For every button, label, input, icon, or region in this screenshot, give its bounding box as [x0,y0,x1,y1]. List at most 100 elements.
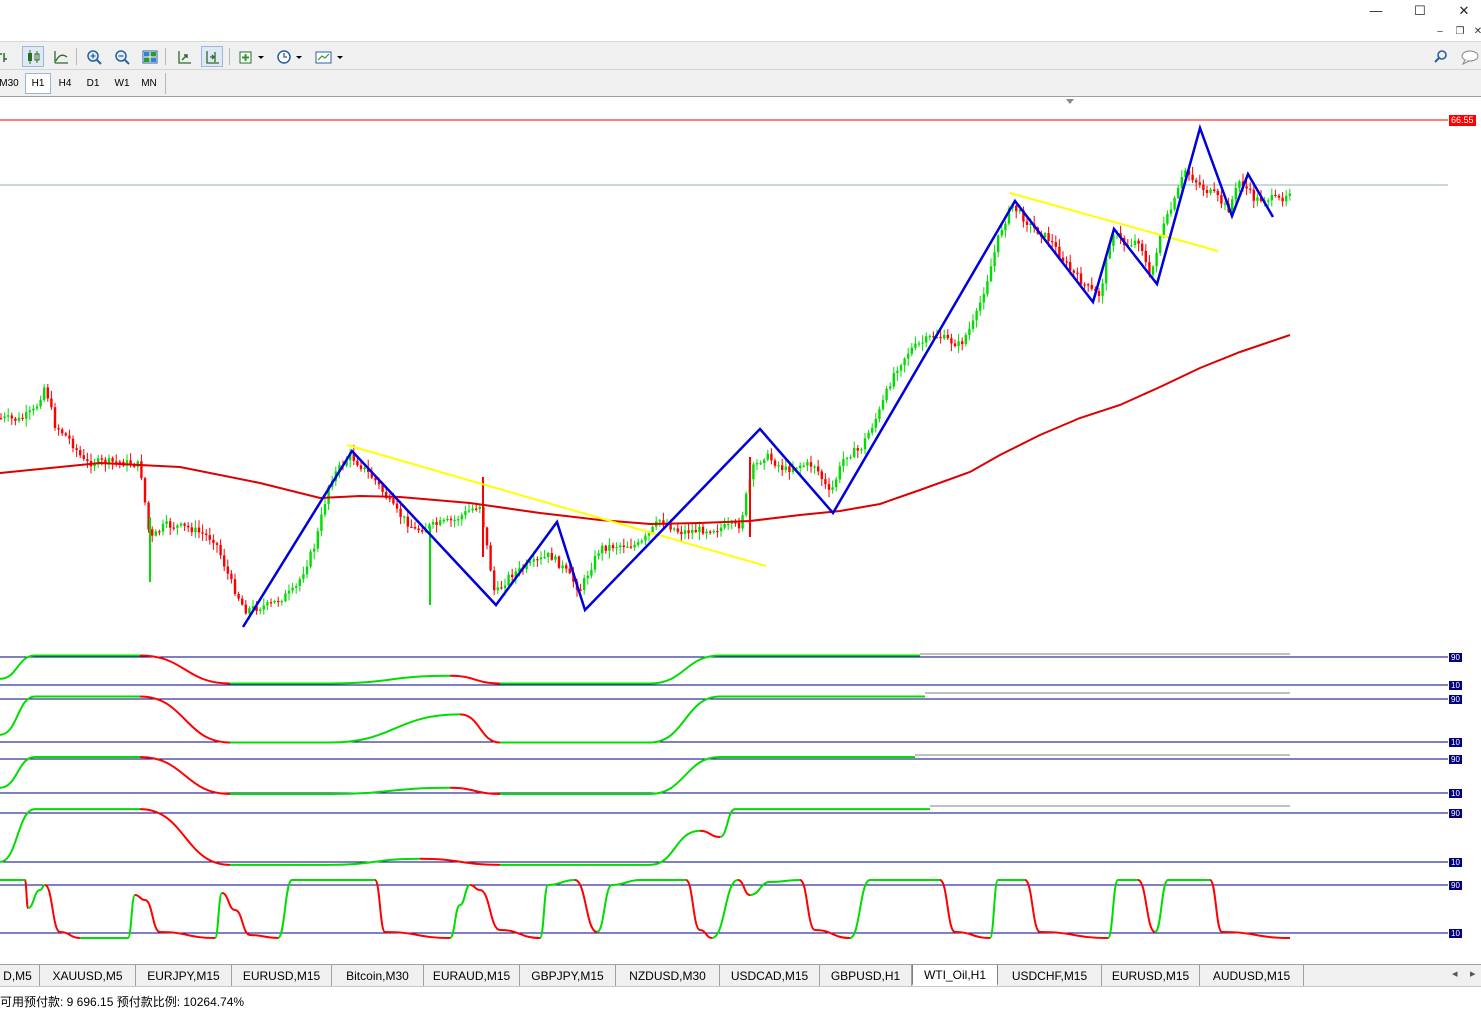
candle-body [727,523,730,525]
candle-body [950,338,953,344]
candle-body [1245,186,1248,189]
auto-scroll-button[interactable] [173,46,195,67]
oscillator-line [419,857,501,866]
close-button[interactable]: ✕ [1458,2,1470,18]
candle-body [554,556,557,560]
zoom-out-button[interactable] [111,46,133,67]
chart-tab[interactable]: NZDUSD,M30 [616,965,720,986]
candle-body [1195,180,1198,183]
chart-tab[interactable]: EURUSD,M15 [232,965,332,986]
candle-body [161,523,165,532]
timeframe-mn[interactable]: MN [141,78,157,89]
menu-bar: – ❐ ✕ [0,21,1481,42]
candle-body [32,408,35,411]
chart-tab[interactable]: GBPJPY,M15 [520,965,616,986]
search-button[interactable] [1430,46,1452,67]
tab-scroll-left-button[interactable]: ◂ [1452,968,1458,980]
chart-tab[interactable]: USDCAD,M15 [720,965,820,986]
mdi-close-button[interactable]: ✕ [1473,25,1481,37]
candle-body [338,465,341,472]
candle-body [183,523,186,526]
candle-body [1155,252,1158,267]
stochastic-line [954,931,991,939]
zoom-in-button[interactable] [83,46,105,67]
candle-body [1162,223,1165,236]
line-chart-button[interactable] [50,46,72,67]
chart-tab[interactable]: WTI_Oil,H1 [912,965,998,986]
stochastic-line [989,879,999,939]
trendline [1009,192,1219,252]
candle-body [593,555,597,570]
candle-body [503,585,507,589]
candle-body [511,574,514,578]
candle-body [1141,243,1144,251]
chart-shift-button[interactable] [201,46,223,67]
oscillator-line [0,756,36,789]
candle-body [194,527,197,533]
candle-body [975,310,978,321]
chart-tab[interactable]: D,M5 [0,965,40,986]
chart-window[interactable]: 66.55 90 10 90 10 90 10 90 10 90 10 [0,96,1481,964]
chat-button[interactable] [1459,46,1481,67]
chat-icon [1461,50,1479,65]
timeframe-d1[interactable]: D1 [86,78,100,89]
candle-body [241,598,244,605]
candle-body [705,531,708,534]
indicators-button[interactable] [236,46,268,67]
candle-body [215,543,219,545]
timeframe-h4[interactable]: H4 [58,78,72,89]
price-chart[interactable] [0,97,1481,965]
candle-body [691,530,694,534]
candle-body [716,531,719,533]
candle-body [1079,273,1083,285]
templates-button[interactable] [313,46,347,67]
bar-chart-button[interactable] [0,46,14,67]
candle-body [561,565,564,568]
candle-body [669,524,672,530]
candle-body [392,498,395,504]
chart-tab[interactable]: Bitcoin,M30 [332,965,424,986]
oscillator-line [139,756,231,795]
timeframe-m30[interactable]: M30 [0,78,19,89]
candle-body [986,281,989,295]
periods-button[interactable] [274,46,306,67]
stochastic-line [547,879,576,886]
mdi-restore-button[interactable]: ❐ [1455,25,1465,37]
tab-scroll-right-button[interactable]: ▸ [1470,968,1476,980]
chart-tab[interactable]: EURUSD,M15 [1102,965,1200,986]
candle-body [1198,182,1201,185]
candle-body [453,519,456,521]
candlestick-button[interactable] [22,46,44,67]
stochastic-line [374,879,386,933]
chart-tab[interactable]: EURJPY,M15 [136,965,232,986]
chart-tab[interactable]: USDCHF,M15 [998,965,1102,986]
candle-body [943,334,946,339]
candle-body [442,520,445,522]
candle-body [565,565,568,569]
candle-body [1029,223,1032,225]
timeframe-h1[interactable]: H1 [25,73,51,94]
candle-body [755,463,759,465]
candle-body [1018,210,1021,212]
candle-body [262,605,265,610]
chart-tab[interactable]: GBPUSD,H1 [820,965,912,986]
mdi-minimize-button[interactable]: – [1437,25,1443,37]
candle-body [1015,205,1018,212]
chart-tab[interactable]: XAUUSD,M5 [40,965,136,986]
title-bar: — ☐ ✕ [0,0,1481,21]
candle-body [280,601,283,603]
candle-body [629,546,633,548]
maximize-button[interactable]: ☐ [1414,2,1426,18]
timeframe-w1[interactable]: W1 [114,78,130,89]
candle-body [75,448,78,450]
chart-tab[interactable]: EURAUD,M15 [424,965,520,986]
candle-body [525,563,528,570]
candle-body [17,417,21,421]
minimize-button[interactable]: — [1369,3,1383,18]
candle-body [860,449,863,451]
candle-body [107,458,111,464]
candle-body [1108,245,1111,259]
candle-body [557,556,561,568]
tile-windows-button[interactable] [139,46,161,67]
chart-tab[interactable]: AUDUSD,M15 [1200,965,1304,986]
